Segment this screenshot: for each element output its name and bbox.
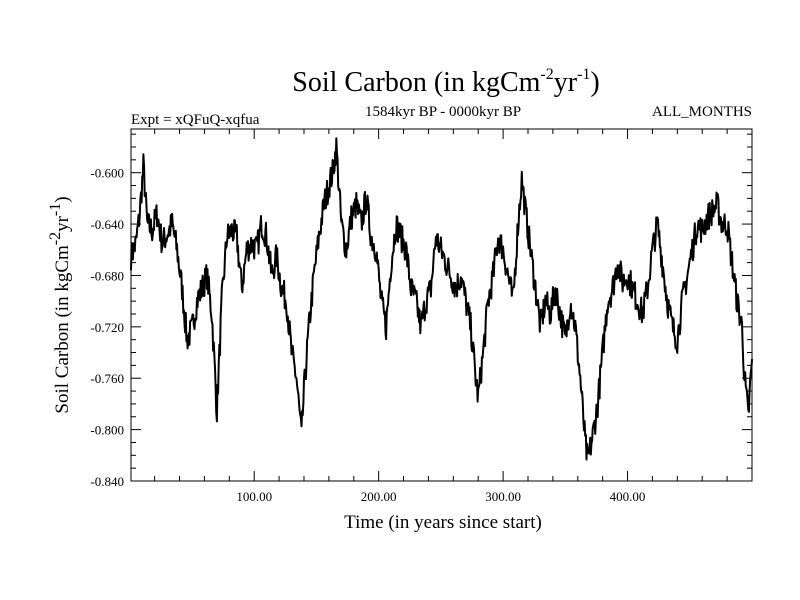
x-axis-label: Time (in years since start) [344,512,542,533]
x-tick-label: 300.00 [485,489,521,504]
soil-carbon-series-line [130,137,753,461]
months-label: ALL_MONTHS [652,104,752,120]
x-tick-label: 200.00 [361,489,397,504]
x-tick-label: 100.00 [236,489,272,504]
y-tick-label: -0.720 [90,320,124,335]
y-tick-label: -0.800 [90,423,124,438]
y-axis-label: Soil Carbon (in kgCm-2yr-1) [47,196,73,413]
x-tick-label: 400.00 [610,489,646,504]
y-tick-label: -0.760 [90,371,124,386]
y-tick-label: -0.600 [90,166,124,181]
plot-frame [130,128,753,482]
axis-ticks: 100.00 200.00 300.00 400.00 -0.840 -0.800 -0.7… [90,129,752,504]
period-label: 1584kyr BP - 0000kyr BP [365,104,521,120]
y-tick-label: -0.640 [90,217,124,232]
experiment-label: Expt = xQFuQ-xqfua [131,112,260,128]
y-tick-label: -0.840 [90,474,124,489]
y-tick-label: -0.680 [90,268,124,283]
chart-title: Soil Carbon (in kgCm-2yr-1) [292,66,599,98]
